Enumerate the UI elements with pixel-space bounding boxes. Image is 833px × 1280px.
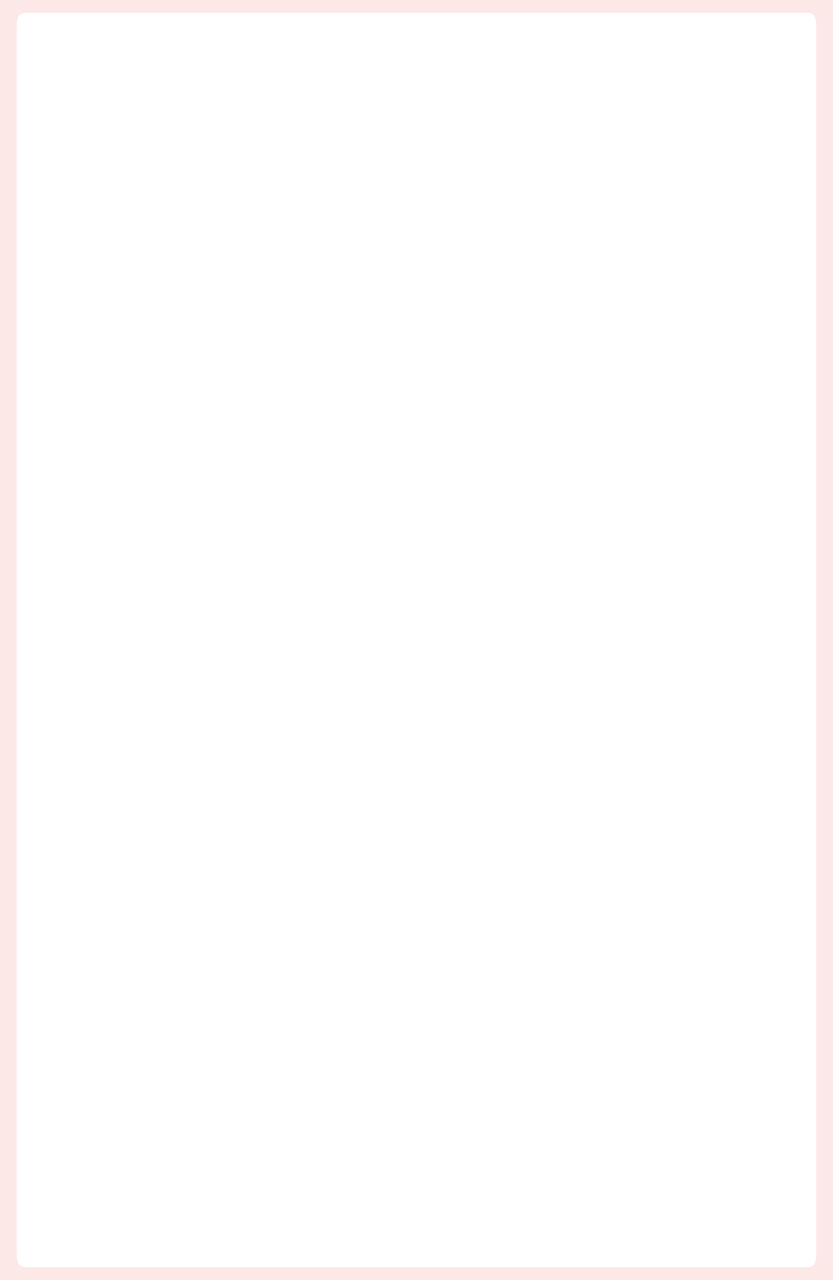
Text: 100 m: 100 m (200, 637, 257, 655)
FancyBboxPatch shape (651, 470, 670, 495)
FancyBboxPatch shape (613, 484, 699, 543)
Circle shape (64, 950, 102, 1009)
Circle shape (631, 532, 639, 545)
Text: -1.96 m/s2: -1.96 m/s2 (150, 1170, 299, 1198)
Circle shape (623, 521, 646, 557)
FancyBboxPatch shape (609, 508, 618, 526)
Text: 2.75 m/s2: 2.75 m/s2 (150, 863, 289, 891)
Text: B: B (102, 540, 117, 561)
Circle shape (64, 1048, 102, 1107)
Circle shape (659, 521, 682, 557)
Text: 110 m: 110 m (371, 435, 429, 453)
FancyBboxPatch shape (624, 460, 677, 503)
Circle shape (64, 1155, 102, 1213)
FancyBboxPatch shape (628, 470, 650, 495)
Circle shape (666, 532, 675, 545)
Circle shape (64, 847, 102, 906)
Text: A: A (700, 582, 714, 603)
Text: A car traveler speed is 90 km/h at A
and applies his brakes from A to B to
produ: A car traveler speed is 90 km/h at A and… (58, 90, 571, 334)
Text: 13.89 m/s2: 13.89 m/s2 (150, 965, 307, 993)
Text: 7.58 m/s2: 7.58 m/s2 (150, 1064, 289, 1092)
